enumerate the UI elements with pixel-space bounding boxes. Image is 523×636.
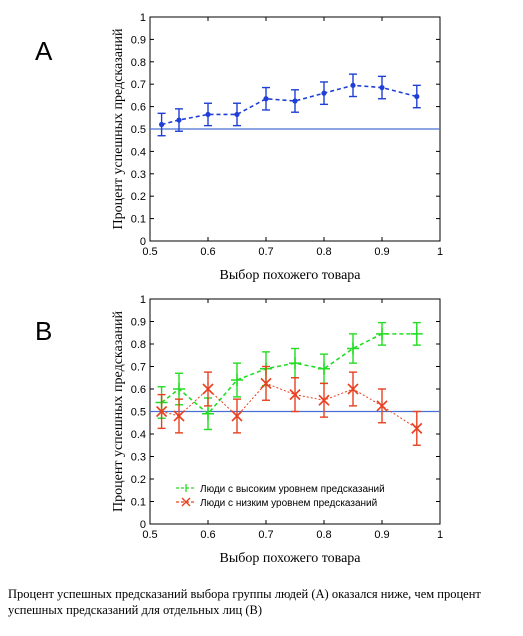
y-tick-label: 0 <box>140 236 146 248</box>
marker-stroke <box>376 400 388 412</box>
y-tick-label: 0.6 <box>131 384 146 396</box>
data-point <box>263 96 269 102</box>
y-tick-label: 0.4 <box>131 429 146 441</box>
y-tick-label: 0.9 <box>131 34 146 46</box>
data-point <box>321 90 327 96</box>
y-tick-label: 0.1 <box>131 214 146 226</box>
x-tick-label: 1 <box>437 246 443 258</box>
series-line <box>161 333 417 415</box>
x-tick-label: 0.7 <box>258 246 273 258</box>
data-point <box>260 377 272 389</box>
panel-a-letter: A <box>35 36 53 66</box>
data-point <box>410 327 423 340</box>
data-point <box>173 410 185 422</box>
y-tick-label: 0.5 <box>131 124 146 136</box>
x-tick-label: 0.6 <box>200 246 215 258</box>
data-point <box>176 117 182 123</box>
x-tick-label: 0.5 <box>142 246 157 258</box>
x-tick-label: 0.9 <box>374 529 389 541</box>
x-tick-label: 0.8 <box>316 529 331 541</box>
chart-b: 0 0.1 0.2 0.3 0.4 0.5 0.6 0.7 0.8 0.9 1 0.5 0.6 0.7 0.… <box>111 294 443 566</box>
y-tick-label: 1 <box>140 12 146 24</box>
marker-stroke <box>156 405 168 418</box>
data-point <box>202 383 214 395</box>
y-tick-label: 0.2 <box>131 191 146 203</box>
y-tick-label: 0.3 <box>131 169 146 181</box>
marker-stroke <box>347 383 359 395</box>
x-axis-label: Выбор похожего товара <box>219 268 361 283</box>
marker-stroke <box>411 422 423 434</box>
y-tick-label: 0 <box>140 519 146 531</box>
data-point <box>156 405 168 418</box>
data-point <box>347 342 359 355</box>
y-tick-label: 0.1 <box>131 497 146 509</box>
series-line <box>161 84 417 126</box>
data-point <box>411 422 423 434</box>
series-line <box>161 382 418 429</box>
legend-label: Люди с высоким уровнем предсказаний <box>200 484 385 495</box>
data-point <box>205 111 211 118</box>
y-tick-label: 0.7 <box>131 79 146 91</box>
y-tick-label: 0.4 <box>131 146 146 158</box>
x-tick-label: 1 <box>437 529 443 541</box>
data-point <box>350 82 356 88</box>
marker-stroke <box>202 383 214 395</box>
data-point <box>347 383 359 395</box>
data-point <box>173 383 185 395</box>
data-point <box>292 98 298 104</box>
data-point <box>234 111 240 118</box>
data-point <box>289 357 301 370</box>
y-tick-label: 0.2 <box>131 474 146 486</box>
series-1 <box>156 365 423 446</box>
legend: Люди с высоким уровнем предсказаний Люди … <box>172 479 434 513</box>
legend-marker <box>181 497 191 507</box>
series-0 <box>155 321 423 431</box>
x-tick-label: 0.5 <box>142 529 157 541</box>
x-tick-label: 0.9 <box>374 246 389 258</box>
y-tick-label: 0.6 <box>131 102 146 114</box>
y-tick-label: 0.5 <box>131 407 146 419</box>
legend-box <box>172 479 434 513</box>
data-point <box>202 407 214 420</box>
data-point <box>414 93 420 100</box>
marker-stroke <box>289 389 301 401</box>
y-tick-label: 0.8 <box>131 57 146 69</box>
data-point <box>289 389 301 401</box>
data-point <box>376 327 388 340</box>
legend-label: Люди с низким уровнем предсказаний <box>200 498 377 509</box>
data-point <box>159 121 165 128</box>
y-tick-label: 0.9 <box>131 317 146 329</box>
marker-stroke <box>173 410 185 422</box>
y-tick-label: 0.8 <box>131 339 146 351</box>
y-axis-label: Процент успешных предсказаний <box>111 28 126 229</box>
data-point <box>231 374 243 386</box>
y-tick-label: 1 <box>140 294 146 306</box>
marker-stroke <box>260 377 272 389</box>
x-tick-label: 0.8 <box>316 246 331 258</box>
data-point <box>231 410 243 422</box>
data-point <box>379 84 385 91</box>
data-point <box>318 394 330 406</box>
marker-stroke <box>318 394 330 406</box>
panel-b-letter: B <box>35 316 53 346</box>
data-point <box>376 400 388 412</box>
figure-caption: Процент успешных предсказаний выбора гру… <box>8 587 481 617</box>
y-axis-label: Процент успешных предсказаний <box>111 311 126 512</box>
x-tick-label: 0.7 <box>258 529 273 541</box>
chart-a: 0 0.1 0.2 0.3 0.4 0.5 0.6 0.7 0.8 0.9 1 0.5 0.6 0.7 0.… <box>111 12 443 283</box>
x-tick-label: 0.6 <box>200 529 215 541</box>
marker-stroke <box>231 410 243 422</box>
data-point <box>318 362 330 375</box>
y-tick-label: 0.7 <box>131 362 146 374</box>
y-tick-label: 0.3 <box>131 452 146 464</box>
series-0 <box>157 73 421 137</box>
x-axis-label: Выбор похожего товара <box>219 551 361 566</box>
